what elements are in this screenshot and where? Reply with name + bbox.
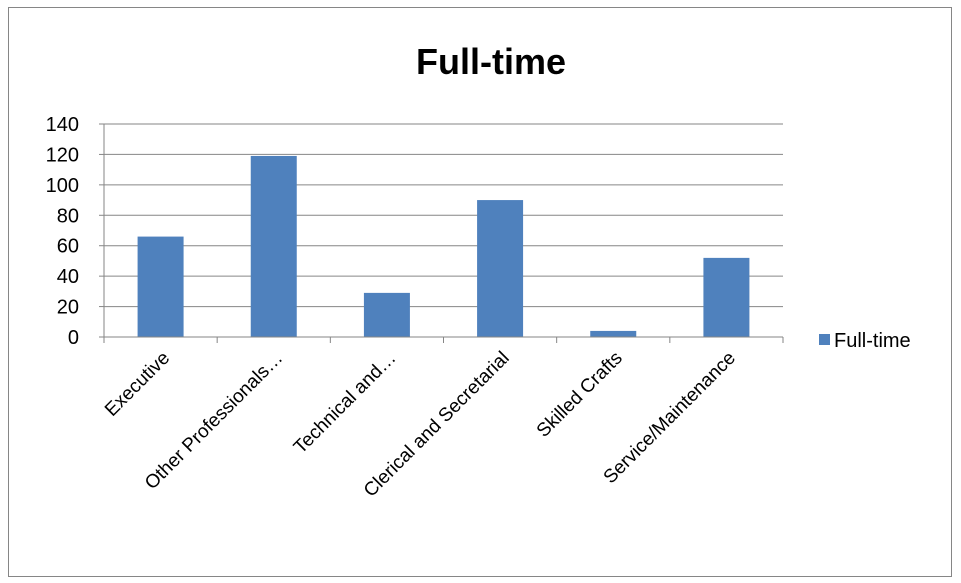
y-tick-label: 20 — [57, 297, 79, 319]
x-tick-label: Skilled Crafts — [533, 348, 627, 442]
x-tick-label: Executive — [101, 348, 174, 421]
x-tick-label: Service/Maintenance — [600, 348, 740, 488]
y-tick-label: 40 — [57, 266, 79, 288]
gridlines — [104, 123, 783, 308]
chart-title: Full-time — [416, 41, 566, 82]
chart-svg: Full-time 0 20 40 60 80 100 120 140 ExecutiveOt… — [46, 41, 911, 502]
legend: Full-time — [819, 330, 911, 352]
bar — [590, 330, 637, 337]
y-tick-labels: 0 20 40 60 80 100 120 140 — [46, 114, 79, 349]
axes — [99, 123, 784, 343]
bar — [703, 257, 750, 337]
chart-area: Full-time 0 20 40 60 80 100 120 140 Executive Ot… — [8, 7, 952, 577]
legend-swatch — [819, 334, 830, 345]
bar — [363, 292, 410, 337]
x-tick-label: Technical and… — [290, 348, 400, 458]
y-tick-label: 100 — [46, 175, 79, 197]
bars — [137, 155, 750, 337]
y-tick-label: 0 — [68, 327, 79, 349]
y-tick-label: 140 — [46, 114, 79, 136]
bar — [250, 155, 297, 337]
bar — [137, 236, 184, 337]
bar — [477, 200, 524, 337]
y-tick-label: 120 — [46, 144, 79, 166]
legend-label: Full-time — [834, 330, 911, 352]
y-tick-label: 80 — [57, 205, 79, 227]
y-tick-label: 60 — [57, 236, 79, 258]
